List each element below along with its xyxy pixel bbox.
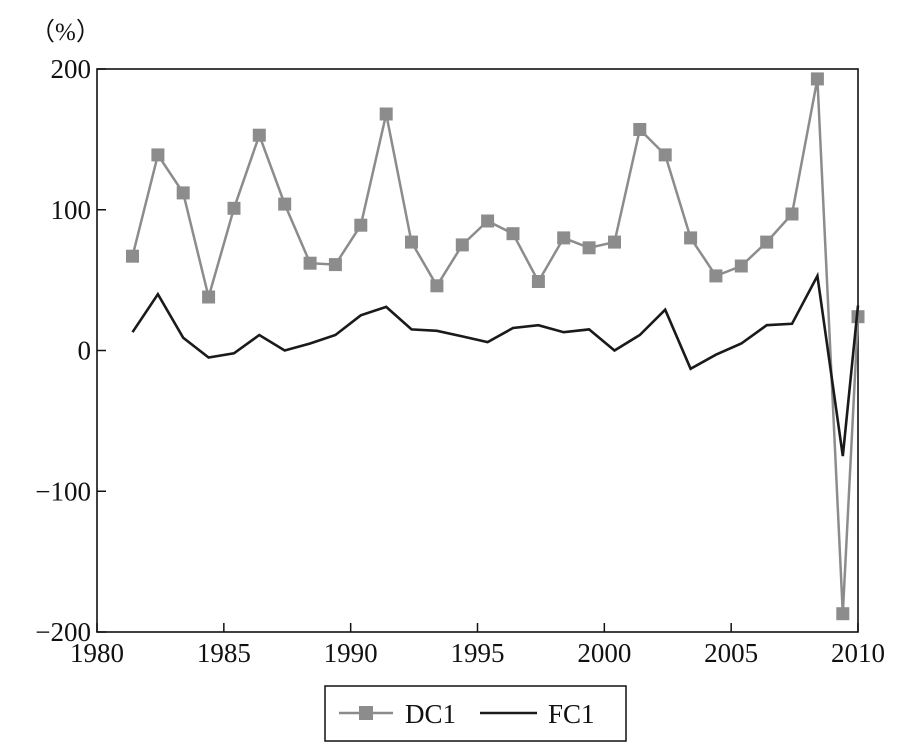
series-fc1 [131,271,860,457]
x-tick-label: 1980 [70,638,124,668]
dc1-data-point [379,107,393,121]
dc1-data-point [734,259,748,273]
dc1-data-point [658,148,672,162]
x-tick-label: 2010 [831,638,885,668]
dc1-data-point [506,227,520,241]
legend-box [324,685,627,742]
x-tick-label: 1990 [324,638,378,668]
dc1-data-point [278,197,292,211]
dc1-data-point [354,218,368,232]
dc1-data-point [836,607,850,621]
dc1-data-point [405,235,418,249]
dc1-data-point [126,249,139,263]
y-tick-label: 200 [51,54,92,84]
dc1-data-point [252,128,266,142]
series-dc1 [126,72,865,621]
legend-dc1-label: DC1 [405,699,456,729]
dc1-data-point [633,123,647,136]
x-tick-label: 1995 [451,638,505,668]
dc1-data-point [709,269,723,283]
dc1-data-point [151,148,165,162]
y-tick-label: 100 [51,195,92,225]
x-tick-label: 1985 [197,638,251,668]
dc1-data-point [684,231,698,245]
fc1-series-line [131,271,860,457]
legend-fc1-label: FC1 [548,699,595,729]
dc1-data-point [481,214,495,228]
dc1-data-point [785,207,799,221]
unit-label: （%） [30,18,101,46]
y-tick-label: 0 [78,336,92,366]
dc1-data-point [430,279,444,293]
dc1-data-point [582,241,596,255]
dc1-data-point [810,72,824,86]
dc1-data-point [557,231,571,245]
legend: DC1 FC1 [324,685,627,742]
dc1-data-point [176,186,190,200]
dc1-data-point [227,201,241,215]
dc1-data-point [202,290,216,304]
x-tick-label: 2005 [704,638,758,668]
series-layer [126,72,865,621]
y-tick-label: −100 [35,476,91,506]
y-tick-label: −200 [35,617,91,647]
plot-area-frame [96,68,859,633]
dc1-series-line [131,78,860,614]
x-tick-label: 2000 [577,638,631,668]
dc1-data-point [608,235,621,249]
legend-dc1-marker-icon [359,706,373,720]
dc1-data-point [531,275,545,288]
dc1-data-point [455,238,469,252]
dc1-data-point [328,258,342,272]
dc1-data-point [303,256,317,270]
dc1-data-point [760,235,774,249]
